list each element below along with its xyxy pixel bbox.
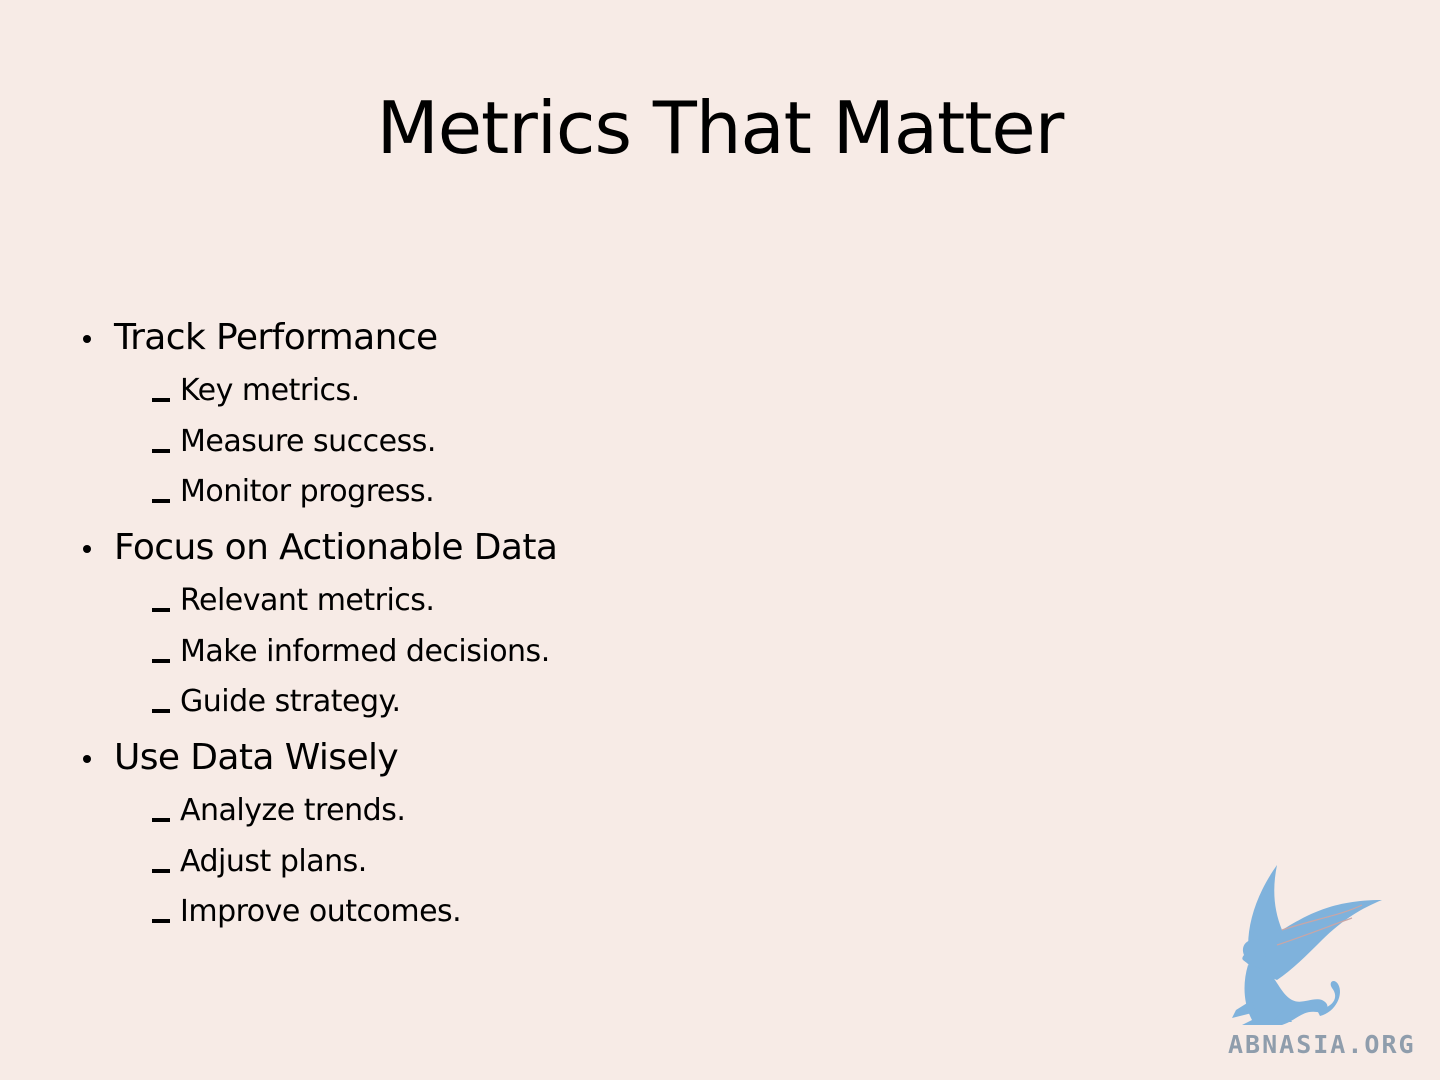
dash-icon	[152, 709, 170, 714]
bullet-heading: Focus on Actionable Data	[114, 526, 558, 568]
sub-bullet-text: Make informed decisions.	[180, 633, 550, 669]
sub-bullet-text: Monitor progress.	[180, 474, 435, 510]
sub-bullet-item: Analyze trends.	[80, 786, 980, 837]
dash-icon	[152, 868, 170, 873]
griffin-icon	[1232, 865, 1382, 1025]
sub-bullet-item: Monitor progress.	[80, 467, 980, 518]
bullet-item: Track Performance	[80, 312, 980, 364]
bullet-list: Track Performance Key metrics. Measure s…	[80, 312, 980, 942]
sub-bullet-text: Adjust plans.	[180, 843, 367, 879]
sub-bullet-item: Relevant metrics.	[80, 576, 980, 627]
slide-title: Metrics That Matter	[376, 86, 1065, 170]
sub-bullet-item: Guide strategy.	[80, 677, 980, 728]
abnasia-logo: ABNASIA.ORG	[1222, 860, 1422, 1060]
dash-icon	[152, 817, 170, 822]
sub-bullet-text: Relevant metrics.	[180, 582, 435, 618]
dash-icon	[152, 919, 170, 924]
sub-bullet-group: Relevant metrics. Make informed decision…	[80, 576, 980, 728]
sub-bullet-item: Measure success.	[80, 417, 980, 468]
sub-bullet-text: Improve outcomes.	[180, 894, 462, 930]
dash-icon	[152, 499, 170, 504]
bullet-item: Use Data Wisely	[80, 732, 980, 784]
dash-icon	[152, 607, 170, 612]
bullet-dot-icon	[83, 544, 91, 553]
dash-icon	[152, 448, 170, 453]
bullet-item: Focus on Actionable Data	[80, 522, 980, 574]
logo-text: ABNASIA.ORG	[1228, 1030, 1416, 1059]
sub-bullet-item: Adjust plans.	[80, 837, 980, 888]
dash-icon	[152, 658, 170, 663]
sub-bullet-item: Key metrics.	[80, 366, 980, 417]
sub-bullet-item: Improve outcomes.	[80, 887, 980, 938]
sub-bullet-text: Guide strategy.	[180, 684, 401, 720]
sub-bullet-group: Analyze trends. Adjust plans. Improve ou…	[80, 786, 980, 938]
bullet-dot-icon	[83, 335, 91, 343]
bullet-dot-icon	[83, 754, 91, 763]
sub-bullet-text: Analyze trends.	[180, 792, 406, 828]
bullet-heading: Use Data Wisely	[114, 736, 399, 778]
sub-bullet-item: Make informed decisions.	[80, 627, 980, 678]
dash-icon	[152, 398, 170, 402]
sub-bullet-text: Measure success.	[180, 423, 436, 459]
sub-bullet-group: Key metrics. Measure success. Monitor pr…	[80, 366, 980, 518]
sub-bullet-text: Key metrics.	[180, 373, 360, 408]
bullet-heading: Track Performance	[114, 317, 438, 358]
